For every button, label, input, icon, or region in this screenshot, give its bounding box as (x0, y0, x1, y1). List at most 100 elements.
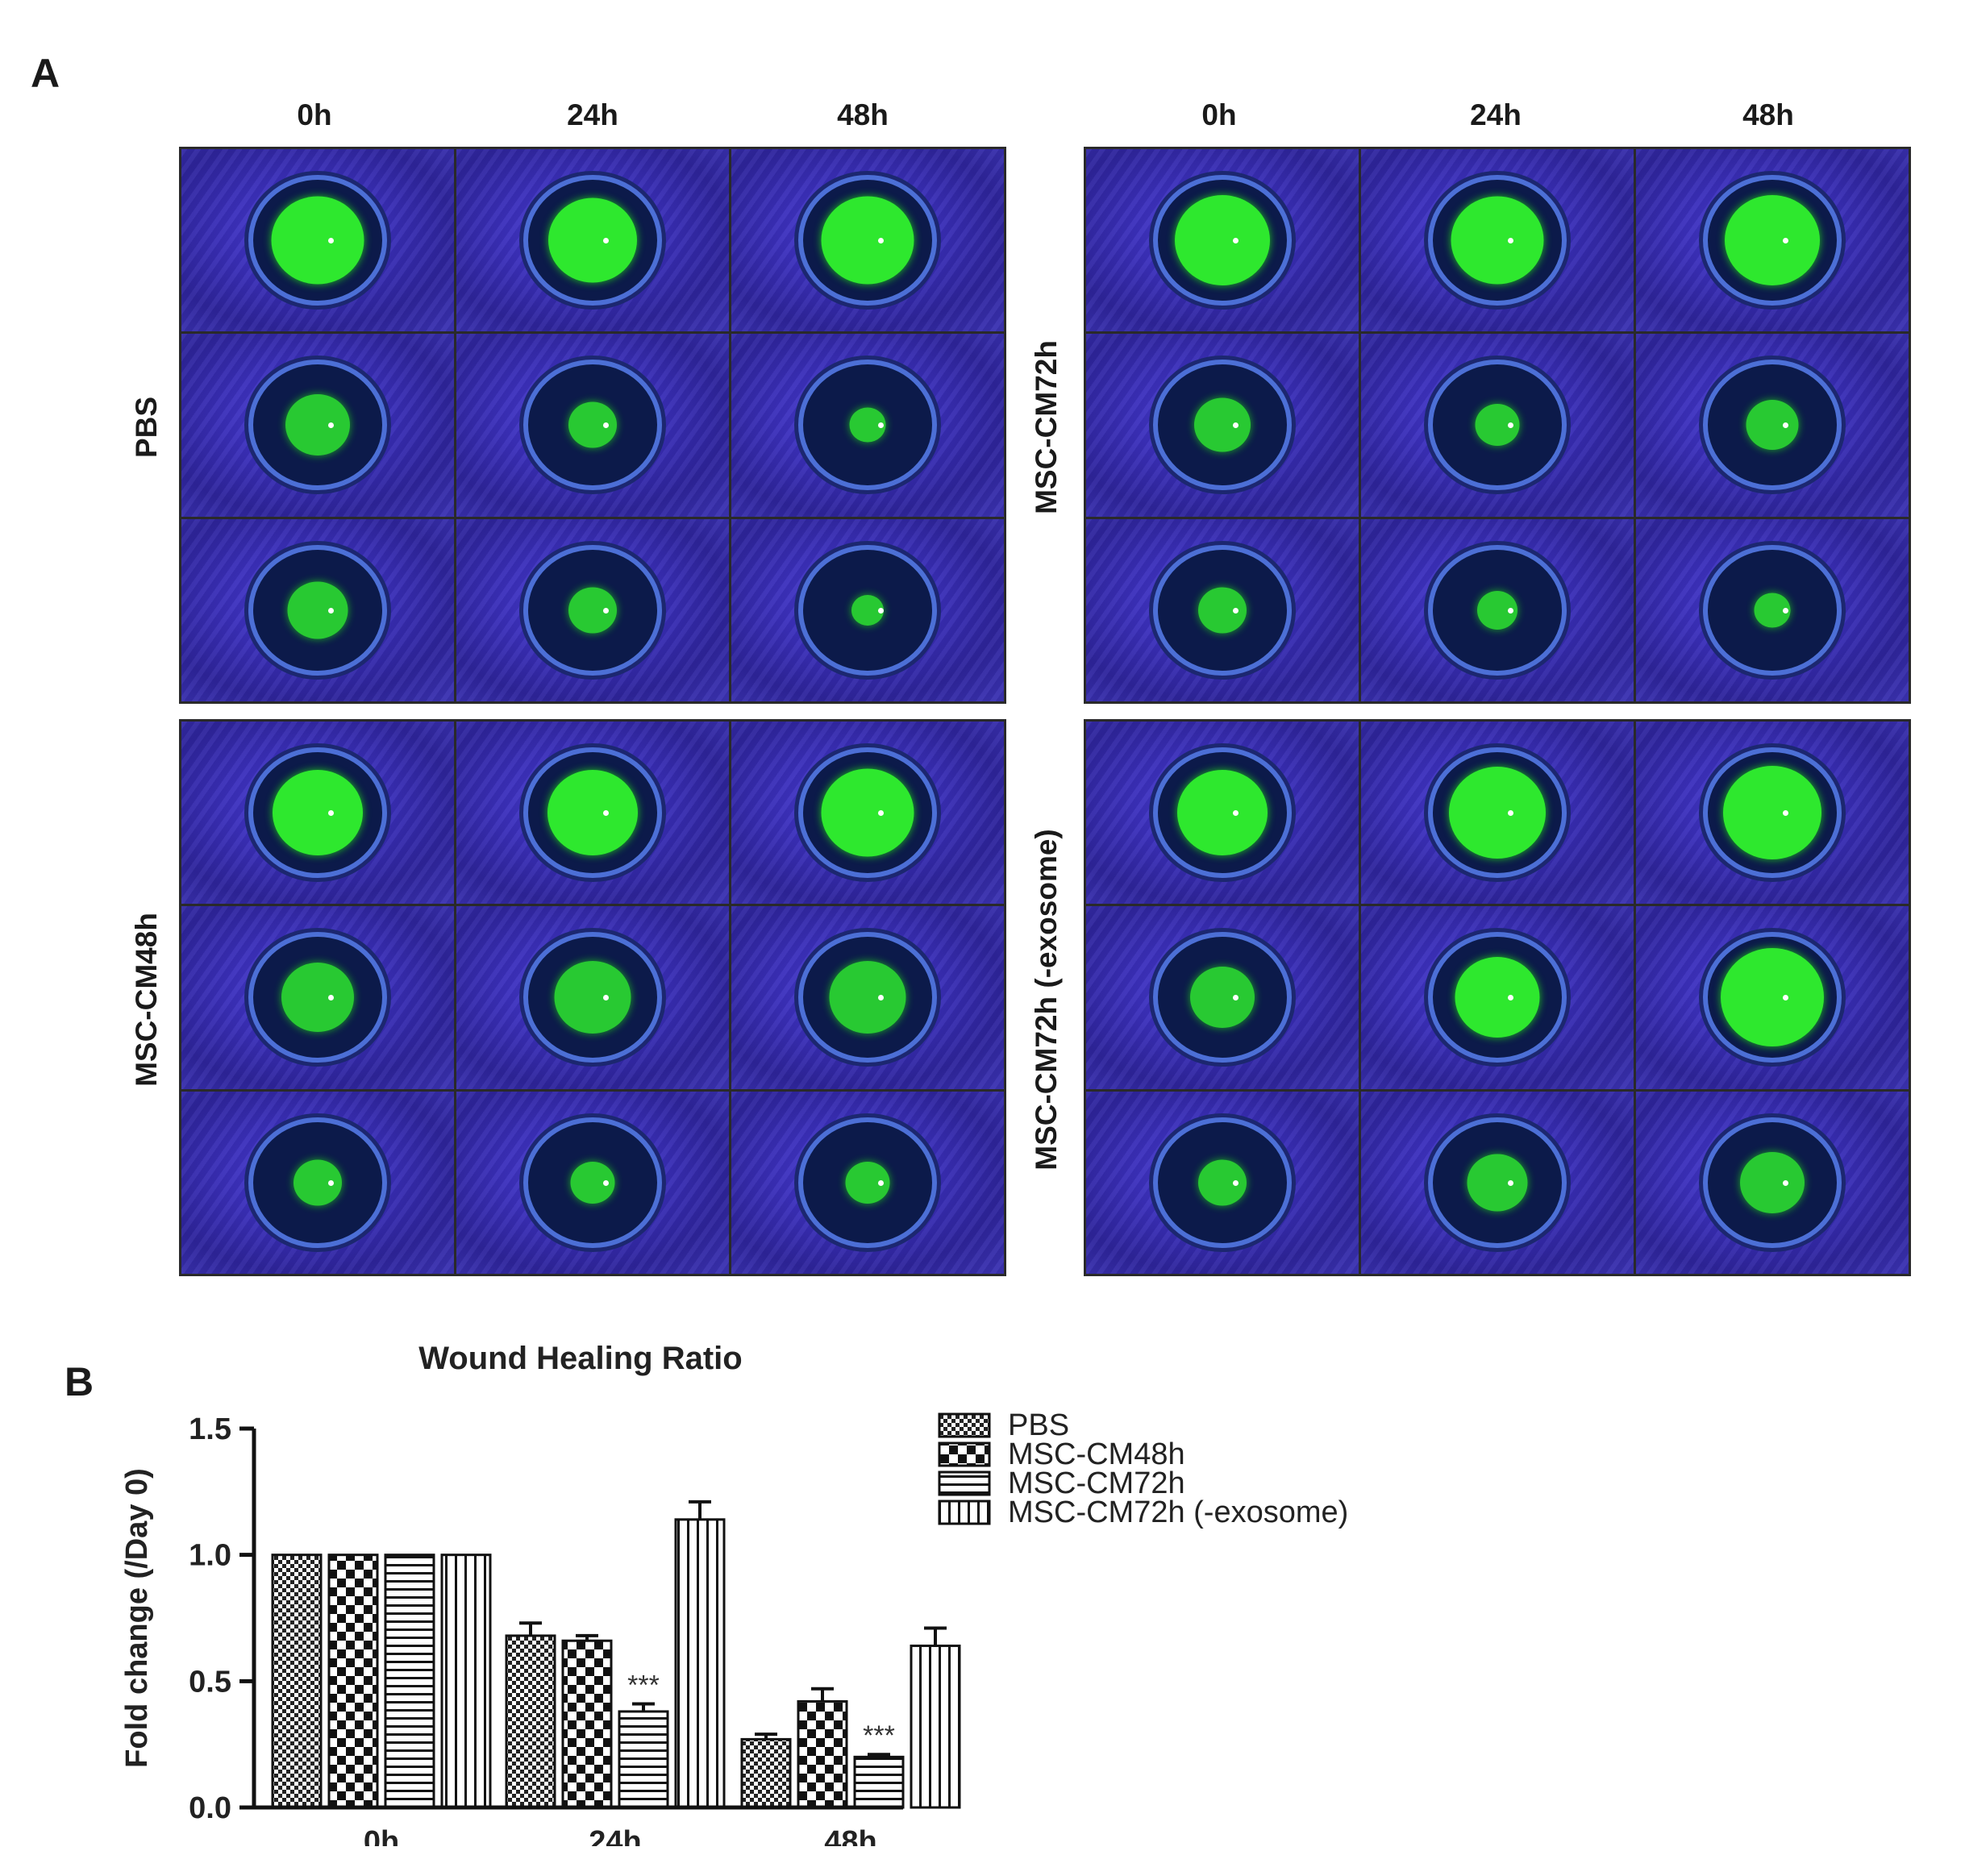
eye-cornea (1153, 747, 1292, 879)
bar-48h-2 (853, 1755, 905, 1809)
eye-photo (181, 1091, 454, 1274)
eye-photo (456, 722, 729, 905)
time-label-right-2: 48h (1742, 98, 1794, 131)
eye-cornea (1428, 175, 1567, 306)
time-label-right-0: 0h (1201, 98, 1237, 131)
light-reflection (602, 995, 609, 1001)
eye-photo (1086, 518, 1359, 701)
eye-cornea (1428, 747, 1567, 879)
fluorescein-stain (287, 581, 348, 639)
light-reflection (602, 238, 609, 244)
fluorescein-stain (1721, 948, 1824, 1047)
eye-cornea (1703, 544, 1842, 676)
panel-a-letter: A (31, 51, 60, 96)
legend-label: MSC-CM72h (-exosome) (1008, 1495, 1348, 1529)
light-reflection (877, 810, 884, 817)
fluorescein-stain (1194, 397, 1251, 452)
light-reflection (1507, 422, 1513, 429)
eye-photo (181, 906, 454, 1089)
eye-photo (1361, 334, 1634, 517)
eye-cornea (798, 1117, 937, 1248)
bar-48h-1 (797, 1699, 848, 1809)
light-reflection (1232, 1179, 1239, 1186)
eye-cornea (248, 544, 387, 676)
bar-0h-0 (271, 1554, 323, 1809)
eye-photo (731, 1091, 1004, 1274)
fluorescein-stain (1725, 195, 1820, 286)
fluorescein-stain (1723, 766, 1821, 860)
fluorescein-stain (1449, 767, 1546, 859)
fluorescein-stain (548, 198, 637, 283)
eye-photo (1086, 1091, 1359, 1274)
fluorescein-stain (1175, 195, 1270, 286)
light-reflection (327, 238, 334, 244)
legend-label: MSC-CM72h (1008, 1466, 1185, 1500)
fluorescein-stain (554, 961, 631, 1034)
eye-cornea (1153, 932, 1292, 1063)
x-tick-label: 0h (364, 1825, 399, 1846)
legend-swatch (938, 1441, 991, 1467)
y-tick-label: 1.5 (189, 1412, 231, 1446)
eye-photo (181, 149, 454, 332)
eye-photo (181, 518, 454, 701)
x-tick-label: 24h (589, 1825, 641, 1846)
light-reflection (1507, 607, 1513, 614)
wound-healing-chart: Wound Healing Ratio 0h 24h 48h *** *** 0.0 0.5… (120, 1341, 1348, 1846)
fluorescein-stain (1198, 1159, 1247, 1206)
light-reflection (1507, 810, 1513, 817)
light-reflection (877, 995, 884, 1001)
eye-cornea (523, 360, 662, 491)
light-reflection (1507, 995, 1513, 1001)
legend-label: MSC-CM48h (1008, 1437, 1185, 1471)
light-reflection (1232, 995, 1239, 1001)
eye-photo (456, 149, 729, 332)
group-label-msc-cm72h: MSC-CM72h (1030, 340, 1063, 514)
eye-cornea (1703, 1117, 1842, 1248)
light-reflection (1507, 1179, 1513, 1186)
eye-photo (1361, 722, 1634, 905)
panel-b-letter: B (65, 1359, 94, 1404)
eye-cornea (1703, 360, 1842, 491)
eye-cornea (1703, 932, 1842, 1063)
fluorescein-stain (1198, 587, 1247, 634)
eye-photo (456, 906, 729, 1089)
time-label-left-2: 48h (837, 98, 889, 131)
eye-photo (731, 334, 1004, 517)
chart-title: Wound Healing Ratio (418, 1341, 742, 1376)
bar-48h-0 (740, 1737, 792, 1809)
fluorescein-stain (821, 768, 914, 857)
bar-0h-1 (327, 1554, 379, 1809)
y-tick-label: 0.0 (189, 1791, 231, 1825)
light-reflection (327, 422, 334, 429)
eye-photo (1361, 518, 1634, 701)
eye-cornea (523, 1117, 662, 1248)
legend-label: PBS (1008, 1408, 1069, 1442)
eye-cornea (248, 175, 387, 306)
eye-cornea (798, 747, 937, 879)
x-tick-label: 48h (824, 1825, 876, 1846)
bar-24h-1 (561, 1639, 613, 1809)
fluorescein-stain (829, 961, 906, 1034)
eye-cornea (1428, 360, 1567, 491)
eye-cornea (248, 747, 387, 879)
fluorescein-stain (1451, 196, 1544, 285)
image-grid-pbs (179, 147, 1006, 704)
light-reflection (1232, 422, 1239, 429)
light-reflection (1782, 995, 1788, 1001)
light-reflection (877, 1179, 884, 1186)
time-label-right-1: 24h (1470, 98, 1522, 131)
fluorescein-stain (1177, 770, 1268, 856)
light-reflection (1232, 238, 1239, 244)
bar-0h-3 (440, 1554, 492, 1809)
eye-cornea (1153, 1117, 1292, 1248)
y-tick-label: 0.5 (189, 1665, 231, 1699)
eye-cornea (1428, 932, 1567, 1063)
time-label-left-1: 24h (567, 98, 618, 131)
light-reflection (602, 1179, 609, 1186)
light-reflection (1507, 238, 1513, 244)
y-axis-label: Fold change (/Day 0) (120, 1468, 154, 1768)
fluorescein-stain (1455, 957, 1540, 1038)
light-reflection (1232, 810, 1239, 817)
eye-photo (1636, 518, 1909, 701)
eye-photo (1636, 149, 1909, 332)
